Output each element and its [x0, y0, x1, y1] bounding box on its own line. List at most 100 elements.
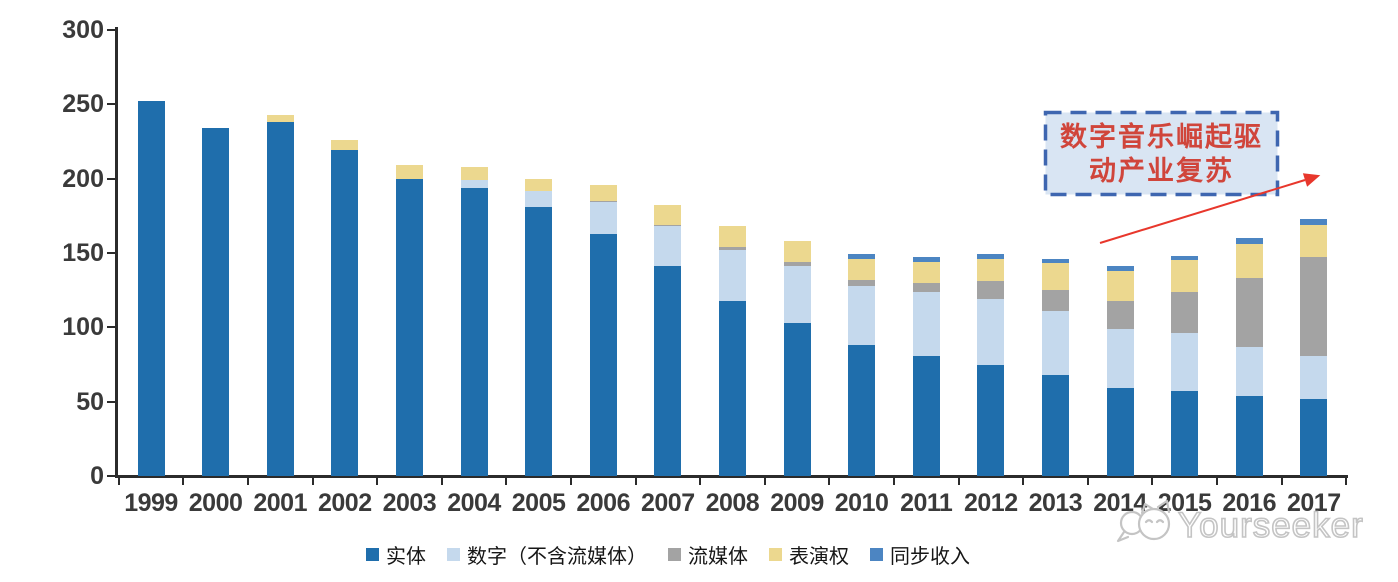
x-axis-tick: [182, 478, 185, 485]
y-tick-label: 300: [62, 16, 104, 44]
bar-segment: [1235, 278, 1263, 347]
legend-label: 表演权: [789, 546, 849, 568]
bar-segment: [783, 266, 811, 323]
x-axis-tick: [1151, 478, 1154, 485]
bar-segment: [654, 205, 682, 225]
bar-segment: [395, 165, 423, 179]
bar-segment: [977, 365, 1005, 476]
annotation-arrow-head: [1302, 173, 1321, 187]
bar-segment: [1041, 259, 1069, 263]
bar-segment: [848, 286, 876, 345]
x-tick-label: 1999: [124, 489, 178, 517]
bar-segment: [1235, 238, 1263, 244]
bar-segment: [977, 281, 1005, 299]
bar-segment: [1171, 391, 1199, 476]
bar-segment: [460, 180, 488, 188]
bar-segment: [1171, 256, 1199, 260]
x-tick-label: 2010: [834, 489, 889, 517]
x-axis-line: [115, 475, 1348, 478]
bar-segment: [589, 201, 617, 202]
y-axis-tick: [107, 475, 116, 477]
legend-swatch: [769, 548, 782, 561]
x-axis-tick: [763, 478, 766, 485]
x-axis-tick: [311, 478, 314, 485]
bar-segment: [1106, 329, 1134, 388]
annotation-line-1: 数字音乐崛起驱: [1060, 121, 1263, 152]
bar-segment: [912, 292, 940, 356]
bar-segment: [589, 185, 617, 201]
bar-segment: [848, 259, 876, 280]
bar-segment: [331, 150, 359, 476]
bar-segment: [460, 188, 488, 476]
legend-item: 流媒体: [668, 540, 748, 569]
bar-segment: [1300, 399, 1328, 476]
bar-segment: [460, 167, 488, 180]
cat-logo: [1116, 499, 1171, 543]
y-axis-tick: [107, 103, 116, 106]
bar-segment: [977, 259, 1005, 281]
bar-segment: [525, 207, 553, 476]
bar-segment: [1106, 388, 1134, 476]
legend-label: 数字（不含流媒体）: [467, 546, 647, 568]
legend-label: 实体: [386, 546, 426, 568]
y-tick-label: 250: [62, 90, 104, 119]
bar-segment: [1300, 257, 1328, 356]
y-tick-label: 200: [62, 164, 104, 193]
bar-segment: [718, 247, 746, 250]
x-axis-tick: [440, 478, 443, 485]
x-tick-label: 2013: [1028, 489, 1083, 517]
x-axis-tick: [1022, 478, 1025, 485]
annotation-arrow: [1099, 173, 1321, 244]
annotation-line-2: 动产业复苏: [1089, 155, 1234, 186]
bar-segment: [266, 122, 294, 476]
annotation-box-border: [1043, 110, 1280, 197]
annotation-text: 数字音乐崛起驱 动产业复苏: [1043, 110, 1280, 197]
y-axis-line: [115, 27, 118, 478]
x-axis-tick: [892, 478, 895, 485]
x-tick-label: 2007: [640, 489, 695, 517]
x-axis-tick: [376, 478, 379, 485]
bar-segment: [912, 257, 940, 262]
legend-label: 流媒体: [688, 546, 748, 568]
bar-segment: [783, 241, 811, 262]
y-tick-label: 150: [62, 239, 104, 267]
legend-swatch: [870, 548, 883, 561]
bar-segment: [1300, 356, 1328, 399]
bar-segment: [848, 254, 876, 259]
x-axis-tick: [1086, 478, 1089, 485]
bar-segment: [137, 101, 165, 476]
x-tick-label: 2005: [511, 489, 566, 517]
bar-segment: [1171, 333, 1199, 391]
bar-segment: [654, 266, 682, 476]
bar-segment: [525, 191, 553, 207]
y-tick-label: 100: [62, 313, 104, 342]
x-axis-tick: [1280, 478, 1283, 485]
bar-segment: [525, 179, 553, 191]
bar-segment: [266, 115, 294, 122]
bar-segment: [848, 345, 876, 476]
x-axis-tick: [957, 478, 960, 485]
bar-segment: [912, 356, 940, 476]
x-tick-label: 2017: [1286, 489, 1341, 517]
x-tick-label: 2011: [900, 489, 953, 517]
legend-swatch: [366, 548, 379, 561]
bar-segment: [912, 283, 940, 292]
bar-segment: [654, 226, 682, 266]
bar-segment: [718, 226, 746, 247]
x-tick-label: 2003: [382, 489, 437, 517]
y-axis-tick: [107, 326, 116, 329]
bar-segment: [1041, 311, 1069, 375]
x-axis-tick: [569, 478, 572, 485]
annotation-arrow-line: [1099, 179, 1306, 244]
legend: 实体 数字（不含流媒体） 流媒体 表演权 同步收入: [366, 540, 970, 569]
x-tick-label: 2014: [1093, 489, 1147, 517]
legend-item: 数字（不含流媒体）: [447, 540, 647, 569]
bar-segment: [331, 140, 359, 150]
bar-segment: [718, 301, 746, 476]
y-axis-tick: [107, 29, 116, 31]
bar-segment: [1041, 263, 1069, 290]
annotation-box: 数字音乐崛起驱 动产业复苏: [1043, 110, 1280, 197]
x-tick-label: 2008: [705, 489, 760, 517]
legend-swatch: [668, 548, 681, 561]
